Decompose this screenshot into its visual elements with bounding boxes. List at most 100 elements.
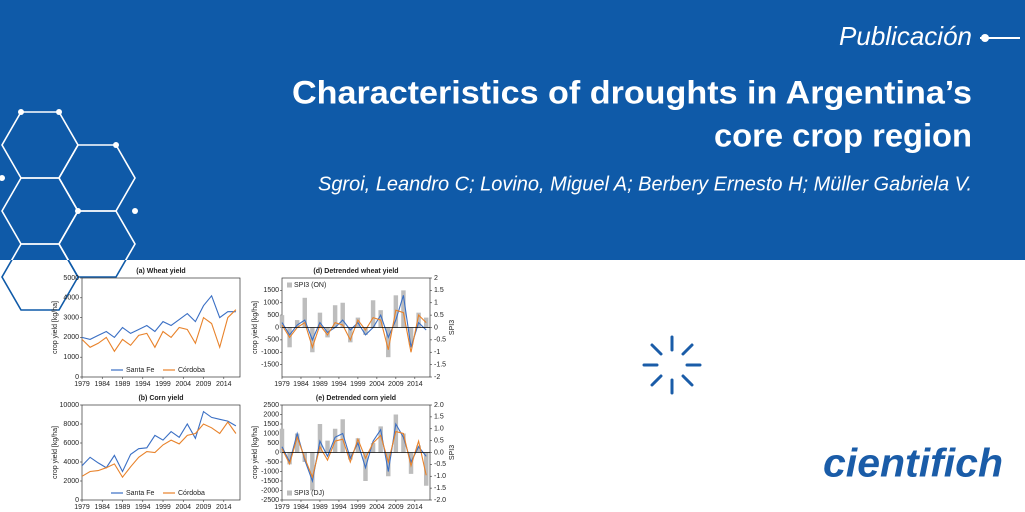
- panel-title: (e) Detrended corn yield: [316, 395, 396, 402]
- y2-tick-label: 1.0: [434, 426, 444, 433]
- spi-bar: [401, 290, 406, 328]
- plot-frame: [81, 404, 241, 501]
- spi-bar: [416, 312, 421, 328]
- x-tick-label: 2009: [196, 504, 212, 511]
- y-tick-label: -1000: [261, 349, 279, 356]
- y2-tick-label: 1: [434, 300, 438, 307]
- x-tick-label: 2014: [407, 504, 423, 511]
- y-tick-label: 1000: [263, 430, 279, 437]
- spi-bar: [386, 452, 391, 477]
- series-line: [81, 410, 237, 473]
- hexagon-dots: [0, 109, 138, 214]
- series-line: [81, 294, 236, 340]
- x-tick-label: 1999: [350, 381, 366, 388]
- x-tick-label: 2004: [369, 381, 385, 388]
- spi-bar: [423, 452, 429, 486]
- y2-tick-label: -2: [434, 374, 440, 381]
- spi-bar: [340, 302, 345, 328]
- spi-bar: [348, 452, 353, 460]
- tag: Publicación: [839, 21, 972, 51]
- y-tick-label: 2500: [263, 402, 279, 409]
- legend-label: Córdoba: [178, 490, 205, 497]
- x-tick-label: 2009: [388, 504, 404, 511]
- y2-tick-label: 2.0: [434, 402, 444, 409]
- y-tick-label: 2000: [263, 411, 279, 418]
- spi-bar: [294, 433, 300, 453]
- y2-tick-label: 1.5: [434, 414, 444, 421]
- y-tick-label: 5000: [63, 275, 79, 282]
- y-tick-label: 2000: [63, 334, 79, 341]
- x-tick-label: 1989: [115, 504, 131, 511]
- y-tick-label: -2500: [261, 497, 279, 504]
- x-tick-label: 2014: [407, 381, 423, 388]
- legend-label: SPI3 (DJ): [294, 490, 324, 497]
- y2-tick-label: -0.5: [434, 337, 446, 344]
- x-tick-label: 1984: [293, 504, 309, 511]
- y2-axis-label: SPI3: [449, 320, 456, 335]
- x-tick-label: 2014: [216, 504, 232, 511]
- x-tick-label: 2004: [369, 504, 385, 511]
- series-line: [81, 309, 237, 353]
- spi-bar: [348, 327, 353, 343]
- y-tick-label: 1000: [63, 354, 79, 361]
- y2-tick-label: -1.5: [434, 361, 446, 368]
- series-line: [281, 309, 427, 353]
- x-tick-label: 1999: [350, 504, 366, 511]
- y-tick-label: -500: [265, 337, 279, 344]
- x-tick-label: 1979: [274, 381, 290, 388]
- y-tick-label: 1500: [263, 287, 279, 294]
- legend-label: Córdoba: [178, 367, 205, 374]
- banner: [0, 0, 1025, 260]
- spi-bar: [279, 428, 285, 453]
- spi-bar: [386, 327, 391, 358]
- spi-bar: [294, 320, 300, 328]
- spi-bar: [317, 424, 323, 453]
- spi-bar: [340, 419, 345, 453]
- figure: (a) Wheat yield crop yield [kg/ha] 1979 198…: [52, 268, 456, 511]
- y-tick-label: 3000: [63, 314, 79, 321]
- y-tick-label: -1500: [261, 478, 279, 485]
- panel-title: (a) Wheat yield: [136, 268, 185, 275]
- y-tick-label: 500: [267, 440, 279, 447]
- y-tick-label: 0: [275, 449, 279, 456]
- spi-bar: [370, 443, 376, 453]
- y-tick-label: 1500: [263, 421, 279, 428]
- y2-tick-label: -1.0: [434, 473, 446, 480]
- spi-bar: [408, 452, 414, 474]
- spi-bar: [408, 327, 414, 345]
- spi-bar: [310, 452, 315, 491]
- legend-label: SPI3 (ON): [294, 282, 326, 289]
- y2-tick-label: 0.5: [434, 437, 444, 444]
- panel-title: (b) Corn yield: [138, 395, 183, 402]
- x-tick-label: 1994: [135, 381, 151, 388]
- y-axis-label: crop yield [kg/ha]: [252, 426, 259, 479]
- y-tick-label: 0: [75, 497, 79, 504]
- series-line: [281, 295, 427, 348]
- x-tick-label: 2004: [175, 381, 191, 388]
- tag-dot: [981, 34, 989, 42]
- legend-swatch: [287, 490, 292, 496]
- y-tick-label: -500: [265, 459, 279, 466]
- title-line: Characteristics of droughts in Argentina…: [292, 74, 972, 110]
- y-tick-label: 8000: [63, 421, 79, 428]
- y2-tick-label: 0.0: [434, 449, 444, 456]
- spi-bar: [401, 433, 406, 453]
- spi-bar: [378, 310, 383, 328]
- panel-title: (d) Detrended wheat yield: [313, 268, 398, 275]
- x-tick-label: 1994: [331, 504, 347, 511]
- x-tick-label: 2004: [175, 504, 191, 511]
- x-tick-label: 2014: [216, 381, 232, 388]
- y-tick-label: 500: [267, 312, 279, 319]
- title-line: core crop region: [714, 117, 972, 153]
- x-tick-label: 1979: [74, 381, 90, 388]
- y-tick-label: 4000: [63, 459, 79, 466]
- y-tick-label: 1000: [263, 300, 279, 307]
- y2-axis-label: SPI3: [449, 445, 456, 460]
- spi-bar: [355, 438, 361, 453]
- spi-bar: [302, 297, 307, 328]
- y-tick-label: 6000: [63, 440, 79, 447]
- spi-bar: [416, 445, 421, 453]
- y2-tick-label: 0.5: [434, 312, 444, 319]
